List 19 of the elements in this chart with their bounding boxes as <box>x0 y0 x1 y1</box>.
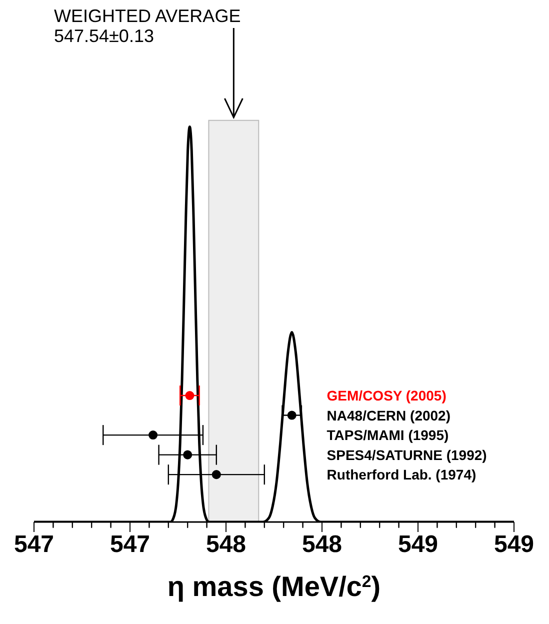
text: TAPS/MAMI (1995) <box>326 427 449 444</box>
x-tick-label: 549 <box>398 531 438 558</box>
text: 547.54±0.13 <box>54 26 154 46</box>
point <box>183 450 192 460</box>
point <box>185 391 194 400</box>
text: SPES4/SATURNE (1992) <box>326 446 487 463</box>
point <box>212 470 221 480</box>
text: Rutherford Lab. (1974) <box>326 466 476 483</box>
x-tick-label: 547 <box>14 531 54 558</box>
x-tick-label: 549 <box>494 531 534 558</box>
x-axis-title: η mass (MeV/c$^{2}$) <box>167 571 381 602</box>
x-tick-label: 548 <box>302 531 342 558</box>
text: NA48/CERN (2002) <box>326 407 451 424</box>
point <box>148 430 158 440</box>
text: WEIGHTED AVERAGE <box>54 6 241 26</box>
point <box>287 410 296 420</box>
x-tick-label: 547 <box>110 531 150 558</box>
x-tick-label: 548 <box>206 531 246 558</box>
text: GEM/COSY (2005) <box>326 388 446 404</box>
